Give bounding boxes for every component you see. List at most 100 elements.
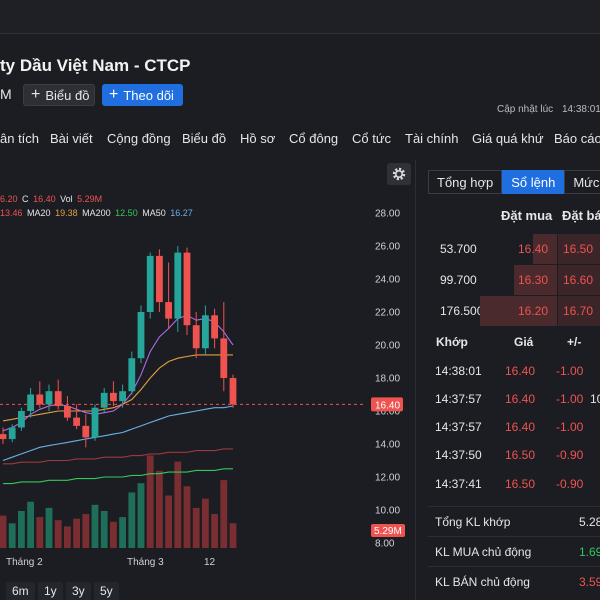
candle-body [156, 255, 163, 303]
trade-time: 14:37:41 [435, 477, 482, 491]
nav-item-dividends[interactable]: Cổ tức [352, 130, 392, 146]
chart-button[interactable]: + Biểu đồ [23, 84, 95, 106]
volume-bar [229, 523, 237, 548]
volume-bar [18, 510, 25, 548]
volume-bar [100, 510, 108, 548]
summary-label: Tổng KL khớp [435, 515, 511, 529]
volume-bar [8, 523, 16, 548]
volume-bar [220, 480, 228, 548]
candle-body [229, 378, 237, 405]
trade-change: -0.90 [556, 448, 584, 462]
summary-row: KL MUA chủ động 1.69 [428, 536, 600, 565]
nav-item-chart[interactable]: Biểu đồ [182, 130, 227, 146]
nav-item-profile[interactable]: Hồ sơ [240, 130, 276, 146]
nav-item-articles[interactable]: Bài viết [50, 130, 93, 146]
candle-body [137, 312, 145, 359]
ask-cell [558, 296, 600, 326]
tab-summary[interactable]: Tổng hợp [428, 170, 503, 194]
candle-body [18, 411, 25, 428]
legend-ma20-key: MA20 [27, 208, 51, 218]
y-tick-label: 20.00 [375, 341, 400, 352]
candle-body [36, 394, 44, 405]
trade-change: -1.00 [556, 420, 584, 434]
volume-bar [27, 501, 34, 548]
range-1y[interactable]: 1y [38, 582, 63, 600]
bid-price: 16.20 [517, 304, 548, 318]
trade-change: -0.90 [556, 477, 584, 491]
y-tick-label: 14.00 [375, 440, 400, 451]
last-volume-badge [371, 524, 405, 537]
panel-divider [415, 160, 416, 600]
top-bar [0, 0, 600, 34]
candle-body [220, 338, 228, 378]
candle-body [183, 252, 191, 326]
bid-depth-bar [480, 296, 557, 326]
candle-body [73, 417, 80, 426]
x-tick-label: 12 [204, 557, 216, 568]
y-tick-label: 16.00 [375, 407, 400, 418]
plus-icon: + [31, 86, 41, 103]
volume-bar [110, 521, 117, 548]
tab-price-levels[interactable]: Mức gi [564, 170, 600, 194]
nav-item-shareholders[interactable]: Cổ đông [289, 130, 339, 146]
candle-body [211, 315, 218, 339]
legend-ma200-key: MA200 [82, 208, 111, 218]
ask-cell [558, 265, 600, 295]
nav-item-financials[interactable]: Tài chính [405, 130, 459, 146]
last-volume-label: 5.29M [374, 526, 402, 537]
trade-volume: 10 [590, 392, 600, 406]
candle-body [192, 325, 200, 349]
ohlc-legend: 6.20 C 16.40 Vol 5.29M [0, 194, 102, 204]
ma-long-line [3, 448, 233, 465]
last-updated: Cập nhật lúc 14:38:01 [497, 104, 600, 115]
trade-time: 14:37:50 [435, 448, 482, 462]
trade-row: 14:37:50 16.50 -0.90 [428, 441, 600, 469]
volume-bar [146, 455, 154, 548]
range-6m[interactable]: 6m [6, 582, 35, 600]
ask-price: 16.60 [562, 273, 593, 287]
company-title: ty Dầu Việt Nam - CTCP [0, 56, 191, 75]
ma200-line [3, 468, 233, 485]
summary-value: 5.28 [579, 515, 600, 529]
y-tick-label: 8.00 [375, 539, 395, 550]
volume-bar [165, 495, 172, 548]
candle-body [119, 391, 126, 402]
ma10-line [2, 314, 234, 432]
y-tick-label: 12.00 [375, 473, 400, 484]
nav-item-reports[interactable]: Báo cáo [554, 130, 600, 146]
volume-bar [54, 520, 62, 548]
ask-cell [558, 234, 600, 264]
follow-button-label: Theo dõi [123, 87, 174, 103]
follow-button[interactable]: + Theo dõi [102, 84, 183, 106]
nav-item-analysis[interactable]: ân tích [0, 130, 40, 146]
price-chart[interactable]: 28.00 26.00 24.00 22.00 20.00 18.00 16.00 14.00… [0, 160, 414, 578]
ma-legend: 13.46 MA20 19.38 MA200 12.50 MA50 16.27 [0, 208, 193, 218]
nav-item-price-history[interactable]: Giá quá khứ [472, 130, 544, 146]
trades-header-price: Giá [514, 335, 534, 349]
volume-bar [36, 517, 44, 548]
orderbook-row: 99.700 16.30 16.60 [428, 265, 600, 295]
summary-label: KL MUA chủ động [435, 545, 532, 559]
candle-body [202, 315, 209, 349]
orderbook-row: 176.500 16.20 16.70 [428, 296, 600, 326]
volume-bar [211, 514, 218, 548]
ma50-line [2, 405, 234, 462]
summary-row: KL BÁN chủ động 3.59 [428, 566, 600, 595]
trade-row: 14:37:57 16.40 -1.00 10 [428, 385, 600, 413]
tab-orderbook[interactable]: Sổ lệnh [502, 170, 565, 194]
bid-volume: 53.700 [440, 242, 477, 256]
bid-depth-bar [514, 265, 557, 295]
chart-button-label: Biểu đồ [45, 87, 90, 103]
trade-time: 14:38:01 [435, 364, 482, 378]
y-tick-label: 24.00 [375, 275, 400, 286]
orderbook-tabs: Tổng hợp Sổ lệnh Mức gi [428, 170, 600, 194]
candle-body [27, 394, 34, 411]
trade-change: -1.00 [556, 364, 584, 378]
range-3y[interactable]: 3y [66, 582, 91, 600]
y-tick-label: 28.00 [375, 209, 400, 220]
trade-price: 16.40 [505, 364, 536, 378]
nav-item-community[interactable]: Cộng đồng [107, 130, 171, 146]
range-5y[interactable]: 5y [94, 582, 119, 600]
bid-price: 16.30 [517, 273, 548, 287]
chart-settings-button[interactable] [387, 163, 411, 185]
